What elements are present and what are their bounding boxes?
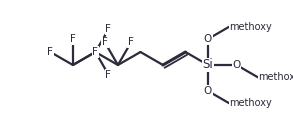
Text: F: F <box>102 37 108 47</box>
Text: F: F <box>47 47 53 57</box>
Text: methoxy: methoxy <box>258 72 293 82</box>
Text: O: O <box>204 34 212 44</box>
Text: O: O <box>232 60 241 70</box>
Text: F: F <box>105 70 111 80</box>
Text: methoxy: methoxy <box>229 98 272 108</box>
Text: F: F <box>93 47 98 57</box>
Text: Si: Si <box>203 59 213 72</box>
Text: methoxy: methoxy <box>229 22 272 32</box>
Text: F: F <box>105 24 111 34</box>
Text: O: O <box>204 86 212 96</box>
Text: F: F <box>70 34 76 44</box>
Text: F: F <box>128 37 134 47</box>
